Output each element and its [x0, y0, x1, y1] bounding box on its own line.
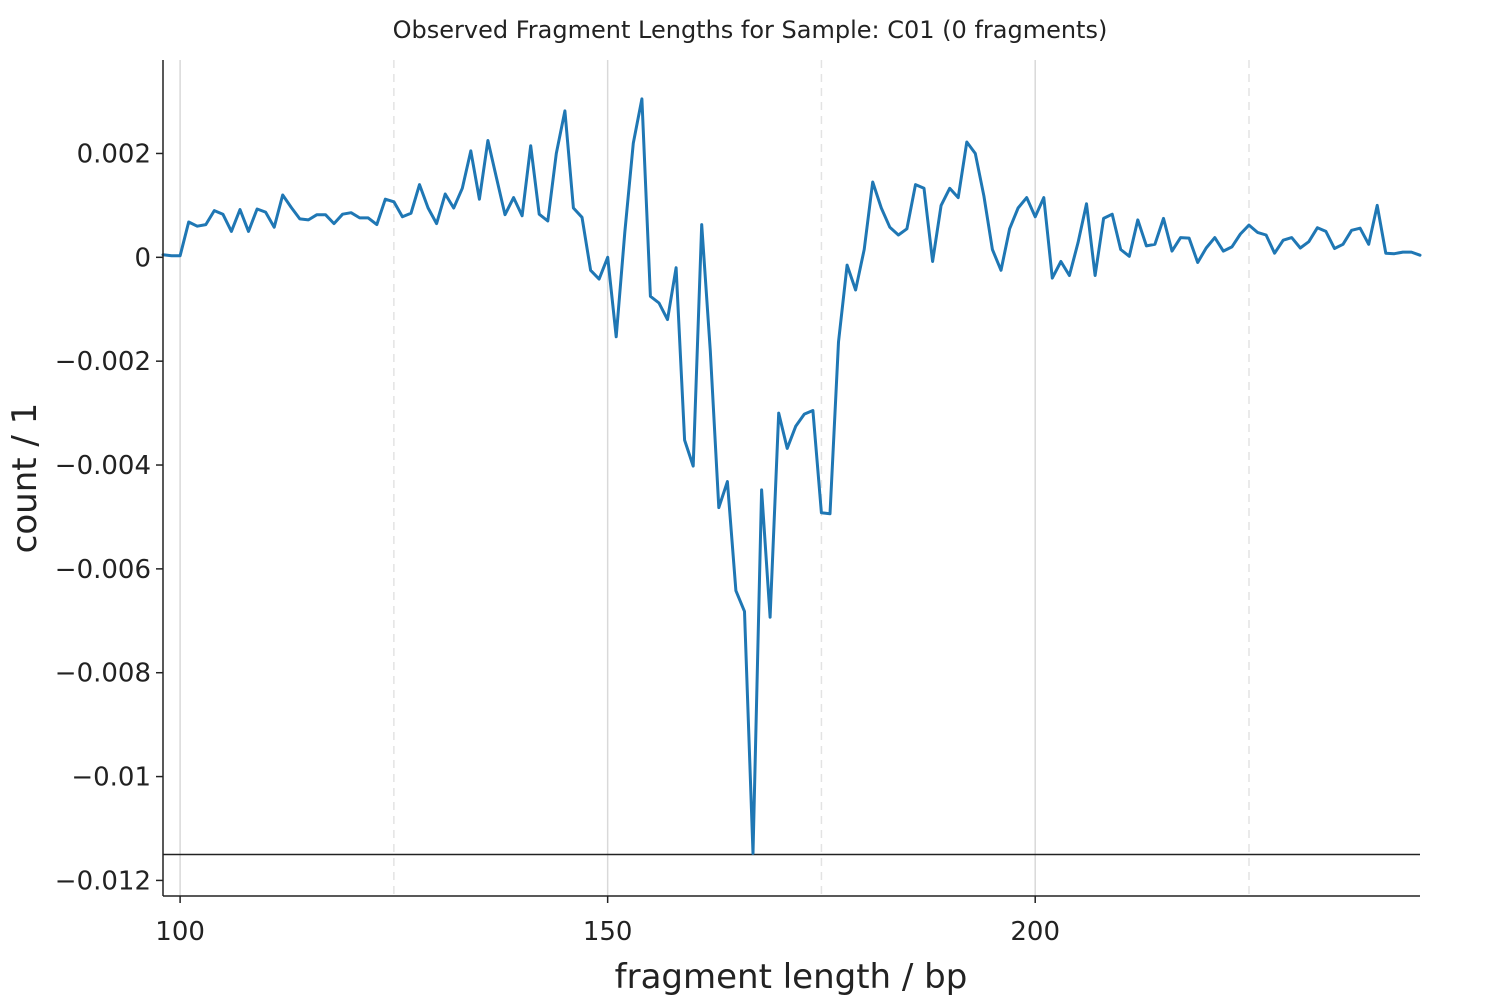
x-tick-label-1: 150: [583, 917, 633, 947]
y-tick-label-1: 0: [134, 243, 151, 273]
y-tick-label-6: −0.01: [71, 763, 151, 793]
y-tick-label-4: −0.006: [55, 555, 151, 585]
x-axis-label: fragment length / bp: [615, 957, 968, 997]
x-tick-label-0: 100: [155, 917, 205, 947]
y-tick-label-3: −0.004: [55, 451, 151, 481]
y-axis-label: count / 1: [5, 403, 45, 554]
x-tick-label-2: 200: [1010, 917, 1060, 947]
y-axis-ticks: 0.002 0 −0.002 −0.004 −0.006 −0.008 −0.01 −0.01…: [55, 139, 163, 896]
series-line: [161, 97, 1422, 855]
x-axis-ticks: 100 150 200: [155, 896, 1060, 947]
y-tick-label-7: −0.012: [55, 866, 151, 896]
y-tick-label-2: −0.002: [55, 347, 151, 377]
y-tick-label-5: −0.008: [55, 659, 151, 689]
chart-title: Observed Fragment Lengths for Sample: C0…: [393, 16, 1108, 44]
y-tick-label-0: 0.002: [77, 139, 151, 169]
gridlines: [179, 60, 1250, 896]
